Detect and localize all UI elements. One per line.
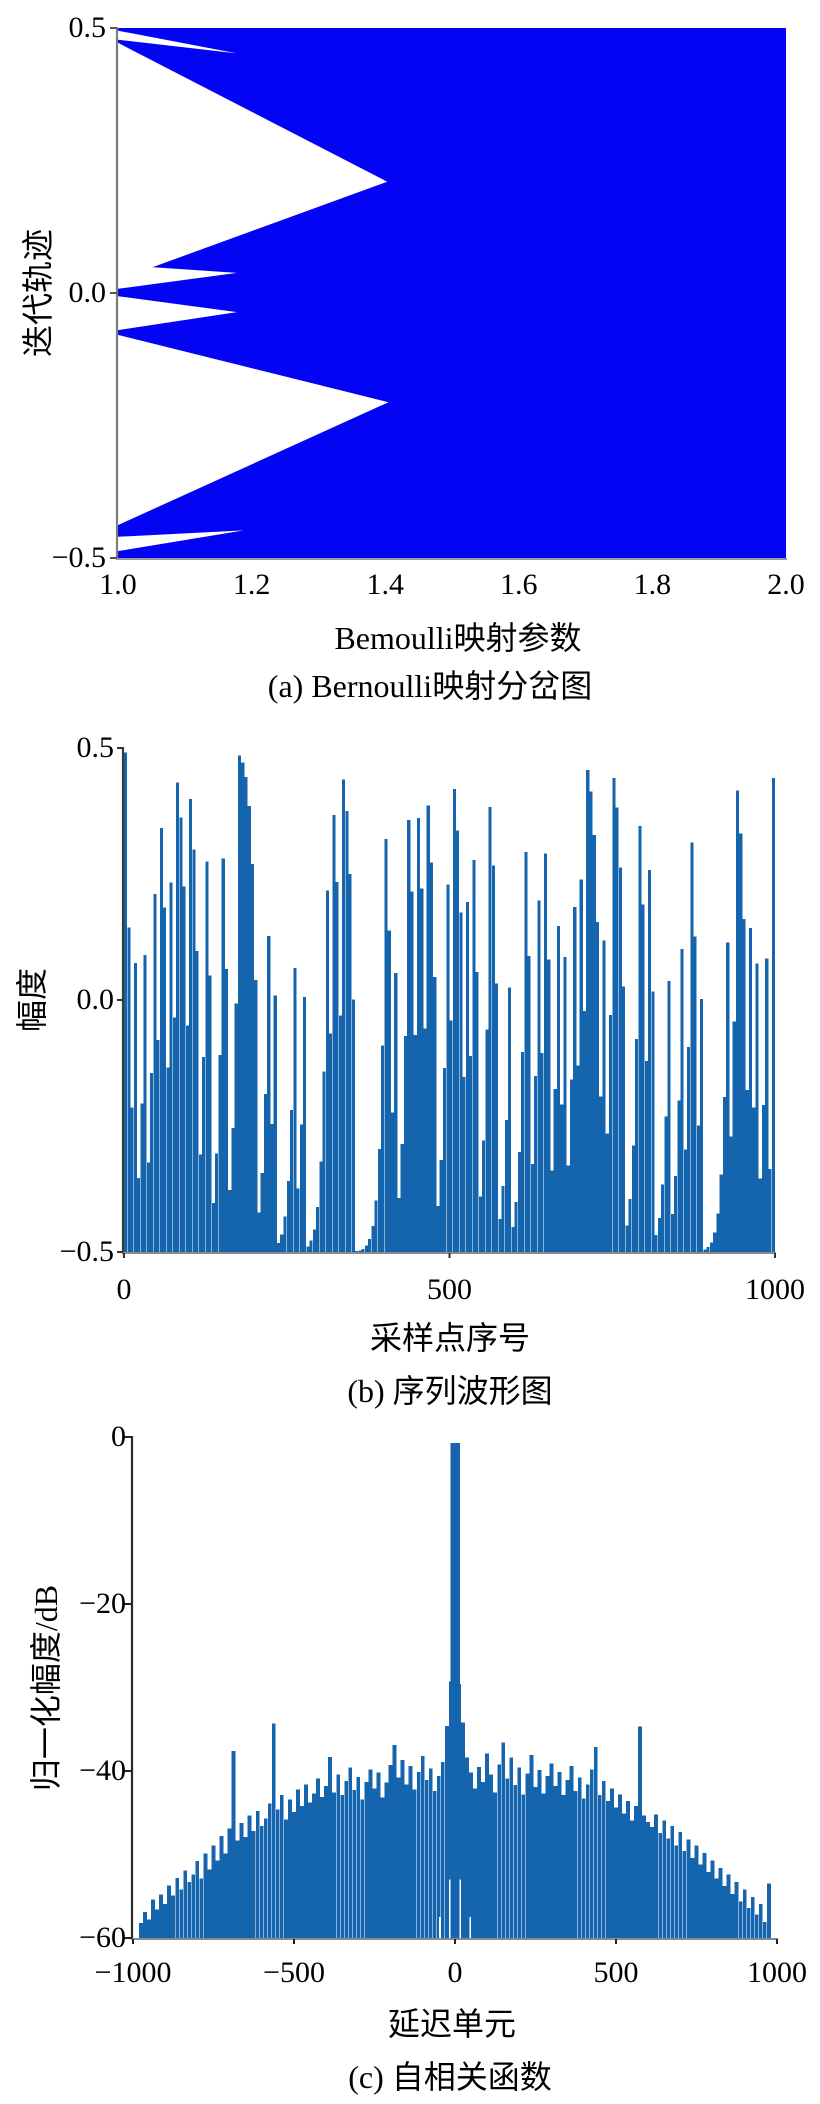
bifurcation-gap (118, 42, 388, 280)
autocorr-ytick-label: −60 (79, 1921, 126, 1954)
autocorr-xtick-label: 0 (447, 1956, 463, 1989)
waveform-ytick-label: 0.5 (76, 731, 115, 764)
bifurcation-gap (118, 296, 237, 331)
waveform-xtick-label: 1000 (745, 1273, 805, 1306)
autocorr-xlabel: 延迟单元 (387, 2006, 517, 2042)
waveform-xlabel: 采样点序号 (369, 1320, 531, 1356)
bifurcation-ytick-label: 0.0 (68, 276, 107, 309)
bifurcation-gap (118, 30, 237, 54)
autocorr-xtick-label: −1000 (94, 1956, 172, 1989)
bifurcation-ytick-label: 0.5 (68, 11, 107, 44)
bifurcation-xtick-label: 1.0 (99, 568, 137, 601)
bifurcation-xtick-label: 1.8 (633, 568, 672, 601)
waveform-axes (117, 747, 776, 1258)
autocorr-ytick-label: 0 (111, 1420, 126, 1453)
autocorr-ylabel: 归一化幅度/dB (28, 1584, 64, 1792)
bifurcation-xtick-label: 1.4 (366, 568, 404, 601)
autocorr-xtick-label: −500 (263, 1956, 325, 1989)
bifurcation-gap (118, 264, 237, 289)
bifurcation-caption: (a) Bernoulli映射分岔图 (267, 668, 593, 704)
autocorr-xtick-label: 1000 (747, 1956, 807, 1989)
waveform-caption: (b) 序列波形图 (347, 1373, 553, 1409)
autocorr-ytick-label: −20 (79, 1587, 126, 1620)
waveform-ytick-label: 0.0 (76, 983, 115, 1016)
bifurcation-xtick-label: 1.6 (500, 568, 538, 601)
autocorr-baseline-slit (439, 1917, 441, 1939)
autocorr-axes (124, 1436, 778, 1944)
autocorr-caption: (c) 自相关函数 (348, 2059, 552, 2095)
waveform-xtick-label: 500 (427, 1273, 472, 1306)
autocorr-main-peak (450, 1442, 460, 1938)
bifurcation-ytick-label: −0.5 (51, 541, 106, 574)
autocorr-xtick-label: 500 (593, 1956, 639, 1989)
autocorr-baseline-slit (449, 1879, 451, 1938)
waveform-ylabel: 幅度 (14, 967, 50, 1033)
bifurcation-axes (110, 27, 787, 560)
bifurcation-xlabel: Bemoulli映射参数 (334, 620, 582, 656)
bifurcation-xtick-label: 1.2 (232, 568, 271, 601)
autocorr-bars (139, 1442, 771, 1939)
bifurcation-gap (118, 530, 244, 552)
autocorr-baseline-slit (469, 1917, 471, 1939)
autocorr-baseline-slit (459, 1879, 461, 1938)
bifurcation-ylabel: 迭代轨迹 (20, 228, 56, 358)
bifurcation-xtick-label: 2.0 (767, 568, 805, 601)
waveform-xtick-label: 0 (116, 1273, 132, 1306)
bifurcation-gap (118, 334, 389, 526)
bifurcation-plot (118, 28, 786, 558)
waveform-bars (124, 752, 775, 1252)
waveform-ytick-label: −0.5 (59, 1235, 114, 1268)
autocorr-ytick-label: −40 (79, 1754, 126, 1787)
